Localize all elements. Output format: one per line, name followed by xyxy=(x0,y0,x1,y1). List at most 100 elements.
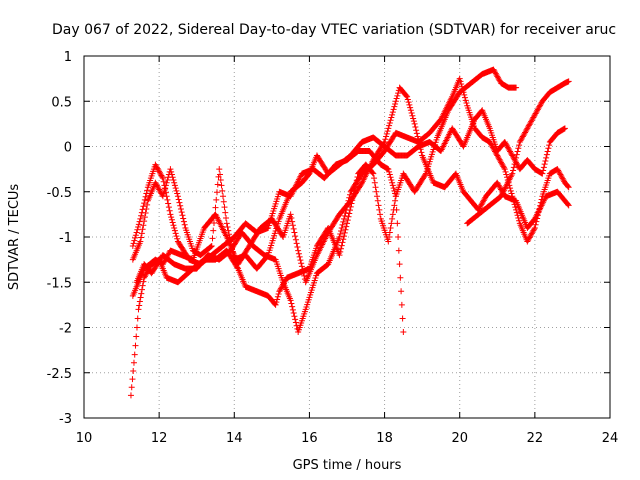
data-point xyxy=(213,196,220,203)
data-point xyxy=(170,222,177,229)
data-point xyxy=(458,83,465,90)
data-point xyxy=(411,120,418,127)
data-point xyxy=(174,193,181,200)
data-point xyxy=(169,219,176,226)
data-point xyxy=(405,99,412,106)
data-point xyxy=(514,148,521,155)
data-point xyxy=(287,297,294,304)
data-point xyxy=(292,319,299,326)
data-point xyxy=(341,229,348,236)
data-point xyxy=(389,109,396,116)
data-point xyxy=(211,212,218,219)
data-point xyxy=(217,176,224,183)
data-point xyxy=(138,230,145,237)
data-point xyxy=(165,204,172,211)
data-point xyxy=(223,220,230,227)
data-point xyxy=(508,190,515,197)
data-point xyxy=(545,145,552,152)
data-point xyxy=(385,125,392,132)
data-point xyxy=(398,301,405,308)
data-point xyxy=(140,203,147,210)
data-point xyxy=(392,98,399,105)
data-point xyxy=(160,178,167,185)
data-point xyxy=(344,203,350,210)
data-point xyxy=(127,392,134,399)
data-point xyxy=(135,224,142,231)
data-point xyxy=(162,182,169,189)
data-point xyxy=(369,169,376,176)
x-tick-label: 20 xyxy=(451,431,468,446)
data-point xyxy=(345,213,352,220)
data-point xyxy=(222,209,229,216)
data-point xyxy=(287,211,294,218)
series-track-2 xyxy=(127,66,520,399)
data-point xyxy=(422,171,429,178)
data-point xyxy=(336,234,343,240)
data-point xyxy=(295,247,302,254)
data-point xyxy=(264,253,271,260)
data-point xyxy=(210,227,217,234)
data-point xyxy=(180,218,187,225)
data-point xyxy=(167,211,174,218)
data-point xyxy=(229,245,236,252)
data-point xyxy=(138,212,145,219)
data-point xyxy=(130,367,137,374)
data-point xyxy=(341,212,348,219)
data-point xyxy=(394,92,401,99)
data-point xyxy=(374,197,381,204)
data-point xyxy=(133,229,140,236)
data-point xyxy=(463,100,470,107)
data-point xyxy=(230,253,237,260)
data-point xyxy=(534,212,541,219)
data-point xyxy=(294,243,301,250)
data-point xyxy=(384,128,391,135)
data-point xyxy=(385,166,392,173)
data-point xyxy=(171,179,178,186)
data-point xyxy=(383,130,390,137)
data-point xyxy=(144,201,151,208)
data-point xyxy=(292,236,299,243)
data-point xyxy=(178,209,185,216)
data-point xyxy=(214,181,221,188)
data-point xyxy=(337,248,344,255)
data-point xyxy=(220,198,227,205)
data-point xyxy=(404,93,411,100)
data-point xyxy=(386,229,393,236)
data-point xyxy=(409,112,416,119)
data-point xyxy=(537,199,544,206)
data-point xyxy=(135,221,142,228)
data-point xyxy=(169,174,176,181)
x-tick-label: 16 xyxy=(301,431,318,446)
data-point xyxy=(532,221,539,228)
data-point xyxy=(290,225,297,232)
data-point xyxy=(388,176,395,183)
data-point xyxy=(533,218,540,225)
y-tick-label: -0.5 xyxy=(47,186,72,201)
data-point xyxy=(291,229,298,236)
data-point xyxy=(403,92,410,99)
data-point xyxy=(229,249,236,256)
data-point xyxy=(388,114,395,121)
data-point xyxy=(400,329,407,336)
data-point xyxy=(217,171,224,178)
data-point xyxy=(390,206,397,213)
data-point xyxy=(228,242,235,249)
data-point xyxy=(413,127,420,134)
data-point xyxy=(173,233,180,240)
data-point xyxy=(376,206,383,213)
data-point xyxy=(345,197,352,204)
x-tick-label: 12 xyxy=(151,431,168,446)
data-point xyxy=(300,269,307,276)
data-point xyxy=(171,227,178,234)
data-point xyxy=(386,122,393,129)
data-point xyxy=(275,291,282,298)
data-point xyxy=(137,238,144,245)
data-point xyxy=(516,142,523,149)
data-point xyxy=(219,187,226,194)
data-point xyxy=(407,107,414,114)
data-point xyxy=(375,202,382,209)
data-point xyxy=(295,250,302,257)
data-point xyxy=(414,133,421,140)
y-tick-label: 0 xyxy=(64,141,72,156)
data-point xyxy=(292,316,299,323)
